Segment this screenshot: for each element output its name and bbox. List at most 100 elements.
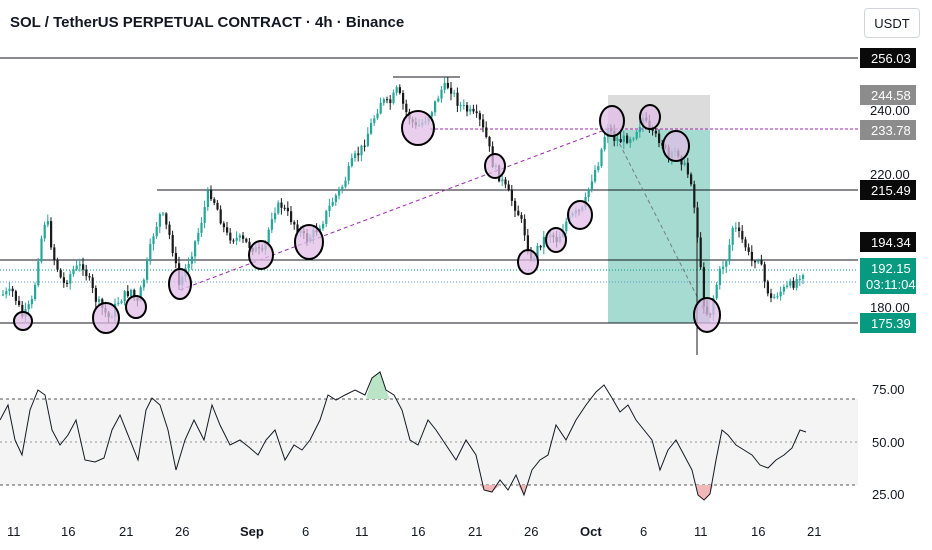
- candle-body: [462, 105, 465, 107]
- candle-body: [430, 112, 433, 117]
- rsi-tick-75: 75.00: [872, 382, 905, 397]
- candle-body: [82, 264, 85, 270]
- candle-body: [325, 211, 328, 224]
- date-label: 21: [807, 524, 821, 539]
- date-axis[interactable]: 11 16 21 26 Sep 6 11 16 21 26 Oct 6 11 1…: [7, 524, 821, 539]
- candle-body: [587, 189, 590, 197]
- candle-body: [696, 207, 699, 238]
- candle-body: [344, 180, 347, 187]
- candle-body: [363, 145, 366, 147]
- swing-circle[interactable]: [248, 240, 274, 270]
- candle-body: [149, 244, 152, 262]
- candle-body: [446, 82, 449, 88]
- date-label-sep: Sep: [240, 524, 264, 539]
- currency-button[interactable]: USDT: [864, 8, 920, 38]
- candle-body: [434, 101, 437, 113]
- candle-body: [72, 269, 75, 275]
- rsi-extreme-fill: [366, 372, 390, 399]
- candle-body: [120, 301, 123, 304]
- candle-body: [277, 202, 280, 214]
- candle-body: [792, 280, 795, 288]
- candle-body: [328, 205, 331, 212]
- candle-body: [450, 87, 453, 94]
- candle-body: [501, 179, 504, 182]
- price-tag-current[interactable]: 192.15 03:11:04: [860, 258, 916, 294]
- candle-body: [229, 232, 232, 241]
- price-tag-256-label: 256.03: [871, 51, 911, 66]
- swing-circle[interactable]: [484, 153, 506, 179]
- swing-circle[interactable]: [693, 297, 721, 333]
- candle-body: [626, 135, 629, 143]
- candle-body: [658, 133, 661, 144]
- swing-circle[interactable]: [125, 295, 147, 319]
- swing-circle[interactable]: [567, 200, 593, 230]
- date-label: 16: [751, 524, 765, 539]
- price-tag-175[interactable]: 175.39: [860, 313, 916, 333]
- candle-body: [526, 235, 529, 253]
- candle-body: [171, 234, 174, 254]
- candle-body: [18, 300, 21, 305]
- swing-circle[interactable]: [639, 104, 661, 130]
- swing-circle[interactable]: [92, 302, 120, 334]
- candle-body: [686, 162, 689, 175]
- candle-body: [728, 244, 731, 262]
- price-tick-240: 240.00: [870, 103, 910, 118]
- candle-body: [763, 264, 766, 282]
- price-tag-233-label: 233.78: [871, 123, 911, 138]
- rsi-tick-50: 50.00: [872, 435, 905, 450]
- candle-body: [142, 279, 145, 288]
- candle-body: [382, 99, 385, 103]
- price-tag-194[interactable]: 194.34: [860, 232, 916, 252]
- swing-markers: [13, 104, 721, 334]
- candle-body: [517, 210, 520, 216]
- candle-body: [514, 200, 517, 211]
- candle-body: [536, 245, 539, 259]
- date-label: 16: [61, 524, 75, 539]
- candle-body: [738, 227, 741, 231]
- candle-body: [62, 277, 65, 283]
- candle-body: [133, 289, 136, 298]
- candle-body: [50, 221, 53, 248]
- candle-body: [341, 186, 344, 190]
- price-tag-233[interactable]: 233.78: [860, 120, 916, 140]
- candle-body: [773, 296, 776, 298]
- candle-body: [632, 138, 635, 140]
- swing-circle[interactable]: [517, 249, 539, 275]
- candle-body: [402, 92, 405, 104]
- candle-body: [472, 108, 475, 112]
- candle-body: [622, 135, 625, 143]
- rsi-line: [0, 371, 807, 501]
- date-label: 6: [302, 524, 309, 539]
- price-tag-194-label: 194.34: [871, 235, 911, 250]
- date-label: 16: [411, 524, 425, 539]
- candle-body: [750, 251, 753, 261]
- candle-body: [789, 280, 792, 286]
- candle-body: [331, 201, 334, 206]
- candle-body: [507, 184, 510, 191]
- candle-body: [718, 268, 721, 285]
- rsi-tick-25: 25.00: [872, 487, 905, 502]
- candle-body: [619, 138, 622, 143]
- candle-body: [600, 149, 603, 167]
- trendline-rising[interactable]: [179, 127, 611, 291]
- swing-circle[interactable]: [168, 268, 192, 300]
- swing-circle[interactable]: [599, 105, 625, 137]
- candle-body: [248, 241, 251, 249]
- price-tag-244[interactable]: 244.58: [860, 85, 916, 105]
- candle-body: [155, 226, 158, 237]
- swing-circle[interactable]: [13, 311, 33, 331]
- candle-body: [88, 276, 91, 278]
- trendline-position[interactable]: [609, 124, 709, 319]
- candle-body: [440, 89, 443, 99]
- candle-body: [366, 133, 369, 146]
- swing-circle[interactable]: [401, 110, 435, 146]
- candle-body: [34, 285, 37, 300]
- price-tag-256[interactable]: 256.03: [860, 48, 916, 68]
- swing-circle[interactable]: [662, 130, 690, 162]
- candle-body: [37, 261, 40, 286]
- price-tag-215[interactable]: 215.49: [860, 180, 916, 200]
- swing-circle[interactable]: [545, 227, 567, 253]
- swing-circle[interactable]: [294, 224, 324, 260]
- candle-body: [66, 282, 69, 284]
